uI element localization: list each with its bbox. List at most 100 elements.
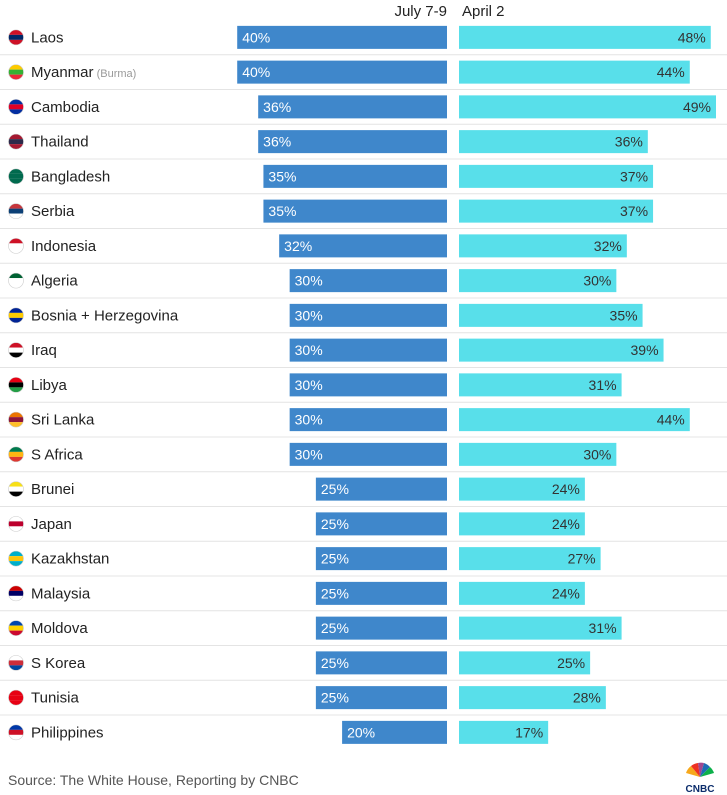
thailand-flag-icon (8, 133, 24, 150)
moldova-flag-icon (8, 620, 24, 636)
value-label-april: 30% (583, 273, 611, 289)
value-label-july: 30% (295, 342, 323, 358)
bar-july (315, 616, 447, 640)
bar-july (258, 130, 447, 154)
chart-row: Bangladesh 35% 37% (0, 158, 727, 188)
myanmar-flag-icon (8, 64, 24, 80)
chart-row: Japan 25% 24% (0, 506, 727, 536)
algeria-flag-icon (8, 272, 24, 289)
country-label: Philippines (31, 724, 104, 741)
legend-july: July 7-9 (394, 3, 447, 20)
country-label: Indonesia (31, 238, 97, 255)
value-label-april: 44% (657, 64, 685, 80)
country-label: Kazakhstan (31, 551, 109, 568)
country-label: S Korea (31, 655, 86, 672)
bar-july (342, 720, 447, 744)
value-label-april: 30% (583, 446, 611, 462)
bangladesh-flag-icon (8, 168, 24, 185)
country-label: Serbia (31, 203, 75, 220)
bar-july (289, 442, 447, 466)
bar-july (315, 547, 447, 571)
chart-row: Moldova 25% 31% (0, 610, 727, 640)
logo-text: CNBC (686, 784, 715, 794)
value-label-july: 25% (321, 481, 349, 497)
kazakhstan-flag-icon (8, 550, 24, 567)
bar-april (459, 651, 591, 675)
country-label: Cambodia (31, 99, 100, 116)
chart-row: Iraq 30% 39% (0, 332, 727, 362)
bar-july (315, 686, 447, 710)
value-label-july: 30% (295, 377, 323, 393)
bar-july (315, 581, 447, 605)
value-label-july: 20% (347, 724, 375, 740)
country-label: S Africa (31, 446, 83, 463)
chart-row: Philippines 20% 17% (0, 714, 727, 744)
bar-april (459, 60, 690, 84)
value-label-july: 32% (284, 238, 312, 254)
bar-july (315, 651, 447, 675)
value-label-july: 35% (268, 168, 296, 184)
country-label: Bangladesh (31, 168, 110, 185)
bar-july (289, 373, 447, 397)
value-label-july: 25% (321, 585, 349, 601)
south-korea-flag-icon (8, 655, 24, 671)
bar-july (315, 512, 447, 536)
country-label: Iraq (31, 342, 57, 359)
value-label-april: 49% (683, 99, 711, 115)
value-label-april: 24% (552, 481, 580, 497)
bar-july (289, 338, 447, 362)
bar-april (459, 616, 622, 640)
value-label-july: 30% (295, 307, 323, 323)
value-label-april: 32% (594, 238, 622, 254)
country-label: Malaysia (31, 585, 91, 602)
value-label-july: 40% (242, 29, 270, 45)
value-label-april: 25% (557, 655, 585, 671)
country-label: Myanmar (Burma) (31, 64, 136, 81)
country-label: Laos (31, 29, 64, 46)
brunei-flag-icon (8, 481, 24, 497)
chart-row: Myanmar (Burma) 40% 44% (0, 54, 727, 84)
value-label-july: 25% (321, 551, 349, 567)
bar-april (459, 199, 654, 223)
libya-flag-icon (8, 377, 24, 393)
chart-row: Thailand 36% 36% (0, 123, 727, 154)
legend-april: April 2 (462, 3, 505, 20)
value-label-july: 30% (295, 273, 323, 289)
laos-flag-icon (8, 29, 24, 46)
country-label: Brunei (31, 481, 74, 498)
philippines-flag-icon (8, 724, 24, 741)
bar-april (459, 130, 648, 154)
value-label-july: 25% (321, 690, 349, 706)
bar-april (459, 164, 654, 188)
chart-row: Tunisia 25% 28% (0, 679, 727, 710)
value-label-april: 48% (678, 29, 706, 45)
country-label: Algeria (31, 273, 78, 290)
country-label: Bosnia + Herzegovina (31, 307, 179, 324)
value-label-april: 24% (552, 516, 580, 532)
chart-row: Indonesia 32% 32% (0, 228, 727, 258)
chart-row: Bosnia + Herzegovina 30% 35% (0, 297, 727, 327)
south-africa-flag-icon (8, 446, 24, 463)
value-label-july: 25% (321, 620, 349, 636)
value-label-april: 37% (620, 203, 648, 219)
value-label-july: 40% (242, 64, 270, 80)
cambodia-flag-icon (8, 99, 24, 115)
chart-row: Libya 30% 31% (0, 367, 727, 397)
country-label: Japan (31, 516, 72, 533)
chart-row: Laos 40% 48% (8, 25, 711, 49)
value-label-april: 36% (615, 134, 643, 150)
bar-july (289, 408, 447, 432)
bar-july (289, 269, 447, 293)
tariff-rate-chart: July 7-9 April 2 Laos 40% 48% Myanmar (Burm… (0, 3, 727, 744)
country-note: (Burma) (94, 68, 137, 80)
chart-row: S Korea 25% 25% (0, 645, 727, 675)
chart-row: Algeria 30% 30% (0, 262, 727, 293)
bar-july (263, 199, 447, 223)
bar-april (459, 408, 690, 432)
bar-april (459, 686, 606, 710)
bar-april (459, 442, 617, 466)
bar-april (459, 303, 643, 327)
bar-april (459, 234, 627, 258)
source-note: Source: The White House, Reporting by CN… (8, 772, 299, 788)
value-label-july: 36% (263, 99, 291, 115)
